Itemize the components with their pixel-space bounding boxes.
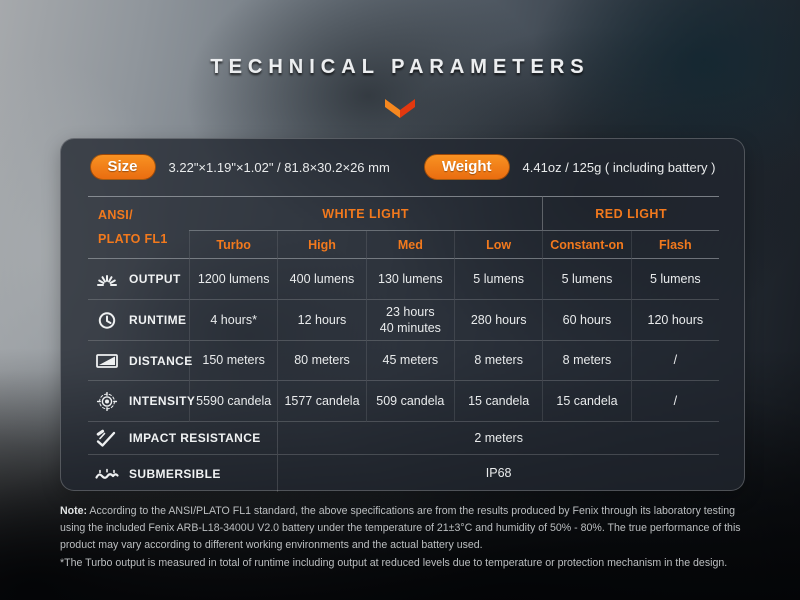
intensity-med: 509 candela [365, 381, 454, 422]
group-header-white-light: WHITE LIGHT [189, 196, 543, 231]
weight-value: 4.41oz / 125g ( including battery ) [522, 159, 716, 175]
mode-header-low: Low [454, 231, 543, 259]
output-turbo: 1200 lumens [189, 259, 278, 300]
submersible-icon [95, 468, 119, 479]
submersible-value: IP68 [277, 455, 719, 492]
note-label: Note: [60, 505, 88, 517]
mode-header-turbo: Turbo [189, 231, 278, 259]
output-icon [97, 275, 117, 286]
distance-med: 45 meters [365, 341, 454, 381]
size-badge: Size [89, 154, 156, 180]
output-low: 5 lumens [454, 259, 543, 300]
row-label-distance: DISTANCE [88, 341, 192, 381]
runtime-med: 23 hours 40 minutes [365, 300, 454, 341]
runtime-constant-on: 60 hours [542, 300, 631, 341]
distance-high: 80 meters [277, 341, 366, 381]
turbo-note: *The Turbo output is measured in total o… [60, 557, 728, 570]
distance-turbo: 150 meters [189, 341, 278, 381]
down-chevron-icon [385, 99, 415, 118]
mode-header-high: High [277, 231, 366, 259]
distance-icon [96, 353, 118, 368]
intensity-icon [96, 391, 118, 411]
row-label-submersible: SUBMERSIBLE [88, 455, 277, 492]
size-weight-row: Size 3.22"×1.19"×1.02" / 81.8×30.2×26 mm… [61, 154, 744, 180]
weight-spec: Weight 4.41oz / 125g ( including battery… [423, 154, 716, 180]
group-header-red-light: RED LIGHT [542, 196, 719, 231]
weight-badge: Weight [423, 154, 510, 180]
note-body: According to the ANSI/PLATO FL1 standard… [60, 505, 741, 552]
intensity-constant-on: 15 candela [542, 381, 631, 422]
output-flash: 5 lumens [630, 259, 719, 300]
size-value: 3.22"×1.19"×1.02" / 81.8×30.2×26 mm [168, 159, 390, 175]
spec-panel: Size 3.22"×1.19"×1.02" / 81.8×30.2×26 mm… [60, 138, 745, 492]
runtime-low: 280 hours [454, 300, 543, 341]
intensity-low: 15 candela [454, 381, 543, 422]
mode-header-med: Med [365, 231, 454, 259]
row-label-runtime: RUNTIME [88, 300, 189, 341]
impact-resistance-value: 2 meters [277, 422, 719, 455]
standard-header: ANSI/ PLATO FL1 [88, 196, 189, 259]
runtime-flash: 120 hours [630, 300, 719, 341]
runtime-turbo: 4 hours* [189, 300, 278, 341]
distance-constant-on: 8 meters [542, 341, 631, 381]
spec-table: ANSI/ PLATO FL1 WHITE LIGHT RED LIGHT Tu… [88, 196, 719, 492]
intensity-flash: / [630, 381, 719, 422]
size-spec: Size 3.22"×1.19"×1.02" / 81.8×30.2×26 mm [89, 154, 390, 180]
standard-line2: PLATO FL1 [98, 232, 168, 246]
runtime-icon [98, 311, 116, 329]
output-constant-on: 5 lumens [542, 259, 631, 300]
mode-header-flash: Flash [630, 231, 719, 259]
distance-flash: / [630, 341, 719, 381]
standard-line1: ANSI/ [98, 208, 133, 222]
row-label-impact-resistance: IMPACT RESISTANCE [88, 422, 278, 455]
intensity-turbo: 5590 candela [189, 381, 278, 422]
page-title: TECHNICAL PARAMETERS [210, 56, 590, 78]
mode-header-constant-on: Constant-on [542, 231, 631, 259]
ansi-note: Note: According to the ANSI/PLATO FL1 st… [60, 503, 750, 554]
distance-low: 8 meters [454, 341, 543, 381]
output-high: 400 lumens [277, 259, 366, 300]
output-med: 130 lumens [365, 259, 454, 300]
intensity-high: 1577 candela [277, 381, 366, 422]
footnotes: Note: According to the ANSI/PLATO FL1 st… [60, 503, 750, 573]
impact-resistance-icon [96, 429, 116, 447]
runtime-high: 12 hours [277, 300, 366, 341]
row-label-output: OUTPUT [88, 259, 189, 300]
row-label-intensity: INTENSITY [88, 381, 195, 422]
